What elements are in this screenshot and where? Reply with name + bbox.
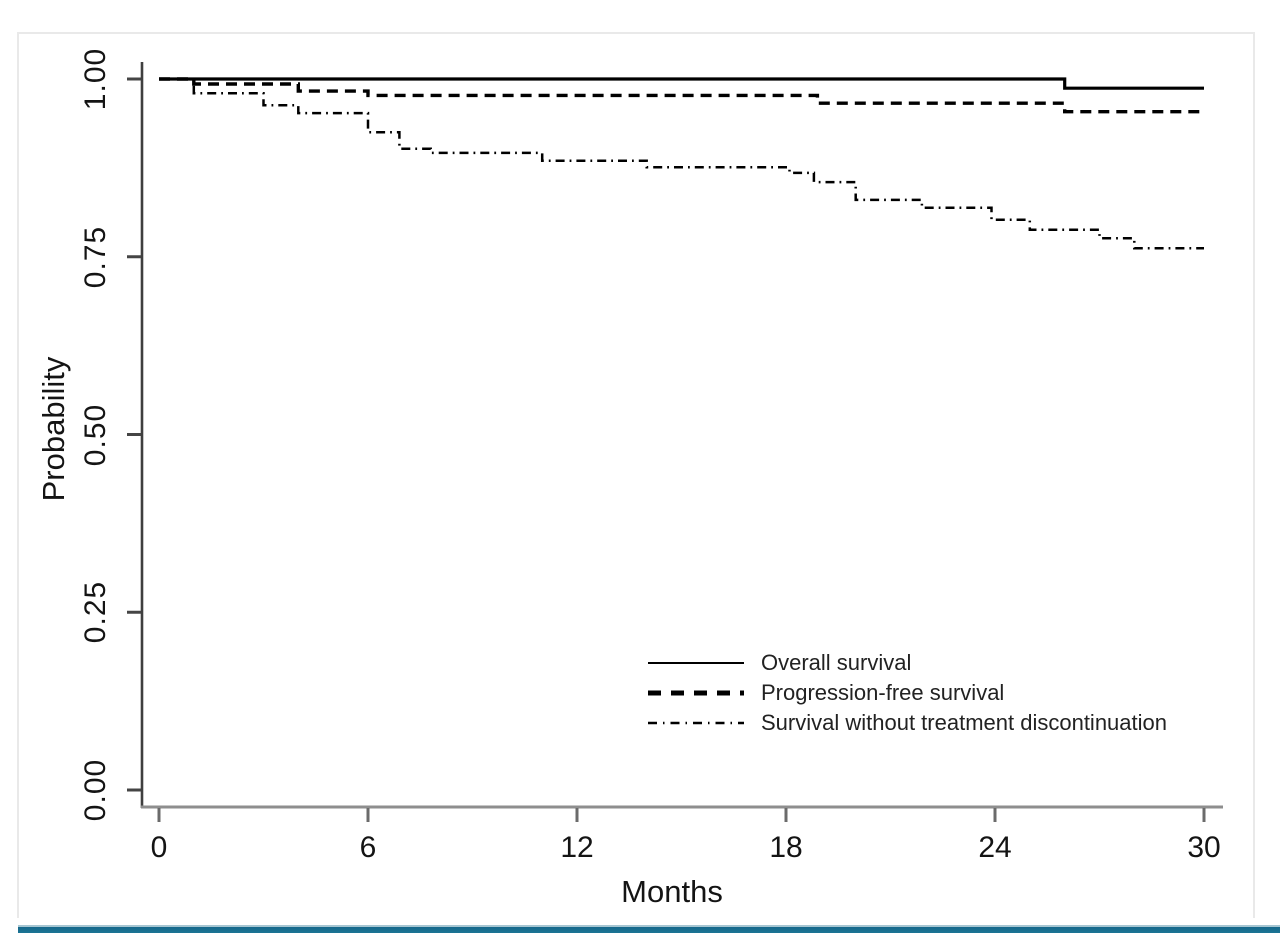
solid-line-swatch-icon [648, 662, 744, 664]
y-axis-title: Probability [36, 356, 71, 502]
dashed-line-swatch-icon [648, 690, 744, 696]
x-axis-title: Months [621, 874, 723, 909]
y-tick-label-0.00: 0.00 [79, 758, 112, 822]
y-tick-label-1.00: 1.00 [79, 47, 112, 111]
x-tick-label-30: 30 [1187, 831, 1221, 864]
legend-item-overall-survival: Overall survival [648, 650, 911, 676]
y-tick-label-0.50: 0.50 [79, 403, 112, 467]
x-tick-label-24: 24 [978, 831, 1012, 864]
legend-label: Progression-free survival [761, 680, 1005, 705]
legend-label: Overall survival [761, 650, 912, 675]
y-tick-label-0.25: 0.25 [79, 580, 112, 644]
figure-border [17, 32, 1255, 918]
series-lines [159, 77, 1204, 250]
bottom-accent-bar [18, 925, 1280, 933]
series-line-overall-survival [159, 77, 1204, 90]
x-tick-label-0: 0 [150, 831, 168, 864]
legend-item-progression-free-survival: Progression-free survival [648, 680, 1004, 706]
legend-label: Survival without treatment discontinuati… [761, 710, 1167, 735]
series-line-progression-free-survival [159, 77, 1204, 114]
series-line-survival-without-treatment-discontinuation [159, 77, 1204, 250]
y-tick-label-0.75: 0.75 [79, 225, 112, 289]
legend-item-survival-without-treatment-discontinuation: Survival without treatment discontinuati… [648, 710, 1167, 736]
dashdot-line-swatch-icon [648, 721, 744, 725]
axis-ticks [127, 77, 1206, 822]
x-tick-label-12: 12 [560, 831, 594, 864]
x-tick-label-18: 18 [769, 831, 803, 864]
x-tick-label-6: 6 [359, 831, 377, 864]
